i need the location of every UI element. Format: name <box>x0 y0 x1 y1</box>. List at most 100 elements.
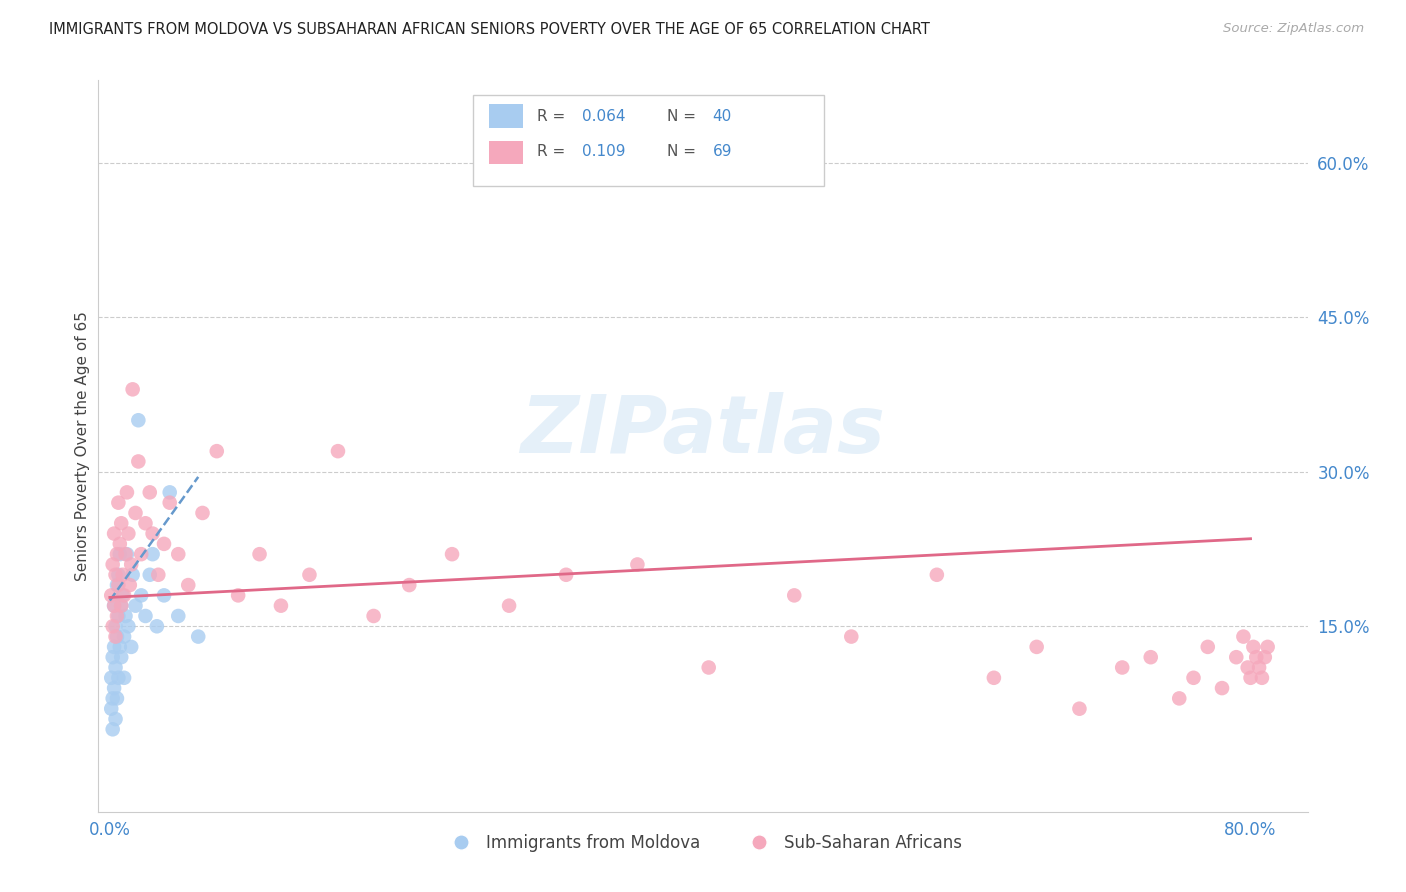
Point <box>153 588 176 602</box>
Point <box>983 671 1005 685</box>
Point <box>167 547 190 561</box>
Point <box>205 444 228 458</box>
Point <box>1025 640 1047 654</box>
Point <box>146 619 169 633</box>
Point <box>626 558 648 572</box>
Point <box>108 640 131 654</box>
Point <box>1211 681 1233 695</box>
Point <box>127 413 149 427</box>
Point <box>105 547 128 561</box>
Point <box>103 640 125 654</box>
Y-axis label: Seniors Poverty Over the Age of 65: Seniors Poverty Over the Age of 65 <box>75 311 90 581</box>
Point <box>115 547 138 561</box>
Point <box>398 578 420 592</box>
Point <box>101 619 124 633</box>
Point <box>441 547 464 561</box>
Point <box>103 599 125 613</box>
Point <box>697 660 720 674</box>
Point <box>111 567 134 582</box>
Point <box>107 496 129 510</box>
Text: R =: R = <box>537 109 571 124</box>
Point <box>1197 640 1219 654</box>
Point <box>159 496 181 510</box>
Point <box>105 578 128 592</box>
Point <box>110 599 132 613</box>
Point <box>112 630 135 644</box>
Point <box>1239 671 1261 685</box>
Point <box>104 660 127 674</box>
Point <box>117 526 139 541</box>
Point <box>1111 660 1133 674</box>
Point <box>104 567 127 582</box>
Point <box>124 506 146 520</box>
Point <box>120 640 142 654</box>
Point <box>1236 660 1258 674</box>
Text: Source: ZipAtlas.com: Source: ZipAtlas.com <box>1223 22 1364 36</box>
Point <box>129 588 152 602</box>
Point <box>363 609 385 624</box>
Point <box>112 588 135 602</box>
Point <box>117 619 139 633</box>
Point <box>105 630 128 644</box>
Point <box>270 599 292 613</box>
Point <box>101 723 124 737</box>
Point <box>120 558 142 572</box>
Point <box>110 599 132 613</box>
Point <box>121 567 143 582</box>
Point <box>326 444 349 458</box>
Text: N =: N = <box>666 109 700 124</box>
Point <box>104 712 127 726</box>
Point <box>107 671 129 685</box>
Point <box>142 526 165 541</box>
Text: ZIPatlas: ZIPatlas <box>520 392 886 470</box>
Point <box>298 567 321 582</box>
FancyBboxPatch shape <box>489 104 523 128</box>
Point <box>101 650 124 665</box>
Text: IMMIGRANTS FROM MOLDOVA VS SUBSAHARAN AFRICAN SENIORS POVERTY OVER THE AGE OF 65: IMMIGRANTS FROM MOLDOVA VS SUBSAHARAN AF… <box>49 22 931 37</box>
Point <box>100 702 122 716</box>
Point <box>1249 660 1271 674</box>
Legend: Immigrants from Moldova, Sub-Saharan Africans: Immigrants from Moldova, Sub-Saharan Afr… <box>437 827 969 858</box>
Point <box>1168 691 1191 706</box>
FancyBboxPatch shape <box>489 141 523 164</box>
Point <box>1225 650 1247 665</box>
Point <box>118 578 141 592</box>
Text: 0.109: 0.109 <box>582 145 626 160</box>
Text: 40: 40 <box>713 109 733 124</box>
Point <box>1232 630 1254 644</box>
Text: R =: R = <box>537 145 571 160</box>
Point <box>127 454 149 468</box>
Point <box>153 537 176 551</box>
Text: N =: N = <box>666 145 700 160</box>
Point <box>108 547 131 561</box>
Point <box>1244 650 1267 665</box>
Point <box>107 578 129 592</box>
Point <box>226 588 249 602</box>
Point <box>1257 640 1279 654</box>
Point <box>107 567 129 582</box>
Point <box>249 547 271 561</box>
Point <box>100 588 122 602</box>
Point <box>839 630 862 644</box>
Point <box>104 630 127 644</box>
Point <box>498 599 520 613</box>
Point <box>101 691 124 706</box>
Point <box>129 547 152 561</box>
Point <box>191 506 214 520</box>
Point <box>167 609 190 624</box>
Point <box>142 547 165 561</box>
Point <box>159 485 181 500</box>
Point <box>104 619 127 633</box>
Point <box>114 547 136 561</box>
Point <box>112 671 135 685</box>
Point <box>1182 671 1205 685</box>
Point <box>114 609 136 624</box>
Point <box>134 609 156 624</box>
Point <box>115 485 138 500</box>
Point <box>110 516 132 531</box>
Point <box>1139 650 1161 665</box>
Point <box>100 671 122 685</box>
Point <box>101 558 124 572</box>
Point <box>139 567 162 582</box>
Point <box>783 588 806 602</box>
